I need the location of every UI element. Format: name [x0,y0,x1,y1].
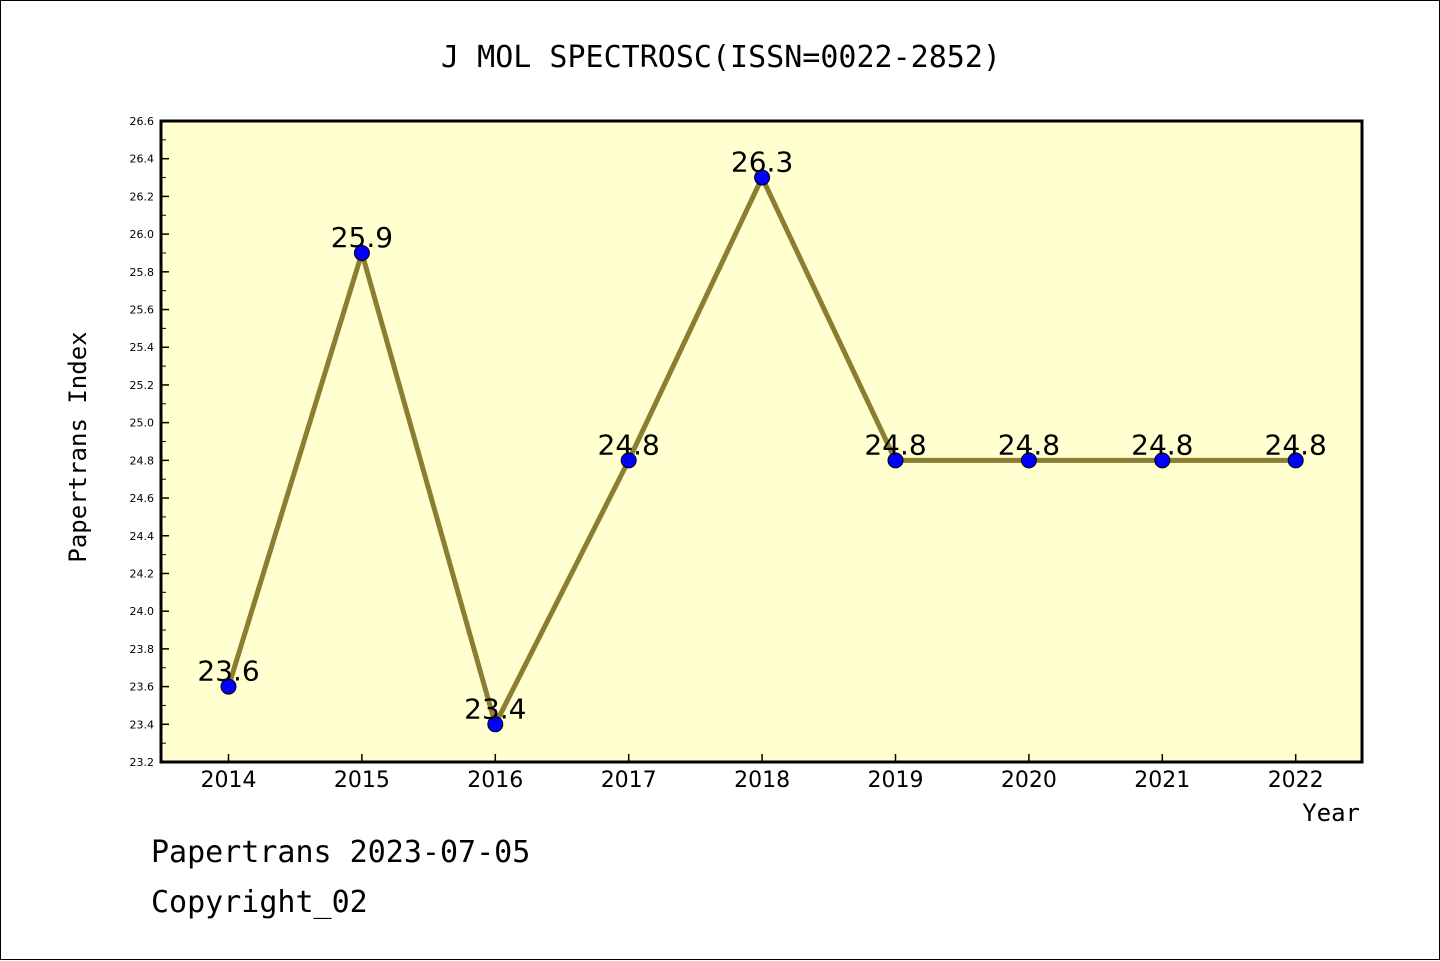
data-point [620,452,637,469]
y-tick-label: 25.0 [130,417,155,430]
data-label: 24.8 [1265,428,1327,461]
x-tick-label: 2017 [601,768,657,793]
x-tick-label: 2018 [734,768,790,793]
data-point [353,244,370,261]
data-label: 24.8 [998,428,1060,461]
plot-border [159,119,1364,764]
series-layer: 23.6 25.9 23.4 24.8 26.3 24.8 24.8 24.8 24.8 [197,146,1327,733]
data-point [754,169,771,186]
axes: 23.2 23.4 23.6 23.8 24.0 24.2 24.4 24.6 24.8 25.0… [130,115,1324,793]
y-tick-label: 25.4 [130,341,155,354]
y-tick-label: 23.4 [130,718,155,731]
y-tick-label: 24.2 [130,567,155,580]
y-tick-label: 23.8 [130,643,155,656]
data-label: 24.8 [1131,428,1193,461]
y-tick-label: 24.4 [130,530,155,543]
y-axis-label: Papertrans Index [64,331,92,562]
data-point [1287,452,1304,469]
y-tick-label: 24.6 [130,492,155,505]
data-label: 26.3 [731,146,793,179]
y-tick-label: 26.4 [130,153,155,166]
y-tick-label: 23.2 [130,756,155,769]
y-tick-label: 25.2 [130,379,155,392]
y-tick-label: 24.0 [130,605,155,618]
y-tick-label: 25.8 [130,266,155,279]
footer-copyright: Copyright_02 [151,885,368,920]
data-label: 24.8 [864,428,926,461]
x-tick-label: 2019 [868,768,924,793]
chart-title: J MOL SPECTROSC(ISSN=0022-2852) [441,40,1001,75]
data-point [1154,452,1171,469]
data-label: 23.6 [197,655,259,688]
x-tick-label: 2015 [334,768,390,793]
data-point [220,678,237,695]
data-label: 25.9 [331,221,393,254]
y-tick-label: 23.6 [130,681,155,694]
data-label: 24.8 [598,428,660,461]
x-tick-label: 2016 [467,768,523,793]
x-axis-label: Year [1302,799,1360,827]
data-point [887,452,904,469]
y-tick-label: 26.2 [130,190,155,203]
plot-area [161,121,1362,762]
data-point [1020,452,1037,469]
y-tick-label: 25.6 [130,304,155,317]
y-tick-label: 26.0 [130,228,155,241]
x-tick-label: 2021 [1134,768,1190,793]
y-tick-label: 24.8 [130,454,155,467]
y-tick-label: 26.6 [130,115,155,128]
x-tick-label: 2022 [1268,768,1324,793]
data-label: 23.4 [464,692,526,725]
x-tick-label: 2014 [201,768,257,793]
data-point [487,716,504,733]
x-tick-label: 2020 [1001,768,1057,793]
footer-date: Papertrans 2023-07-05 [151,835,531,870]
